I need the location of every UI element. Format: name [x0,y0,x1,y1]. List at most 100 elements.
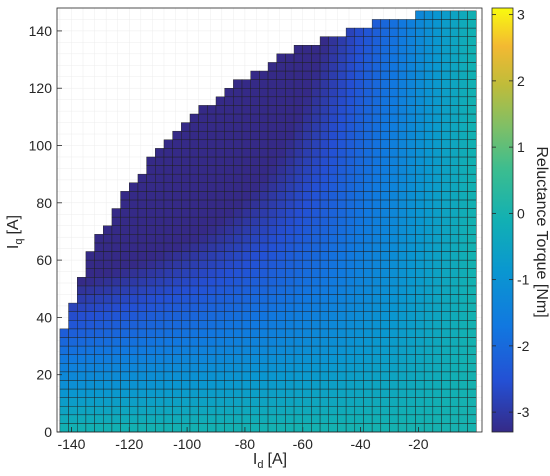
heatmap-cell [233,268,243,278]
heatmap-cell [371,354,382,364]
heatmap-cell [215,311,225,321]
heatmap-cell [406,380,416,390]
heatmap-cell [423,380,434,390]
heatmap-cell [432,148,442,158]
heatmap-cell [380,182,390,192]
heatmap-cell [181,242,191,252]
heatmap-cell [449,96,460,106]
heatmap-cell [241,79,251,89]
heatmap-cell [155,388,165,398]
heatmap-cell [345,79,356,89]
heatmap-cell [449,388,460,398]
heatmap-cell [207,216,217,226]
heatmap-cell [363,208,373,218]
heatmap-cell [241,199,251,209]
heatmap-cell [415,251,425,261]
heatmap-cell [293,156,303,166]
heatmap-cell [415,234,425,244]
heatmap-cell [181,380,191,390]
heatmap-cell [146,345,156,355]
heatmap-cell [423,139,434,149]
heatmap-cell [259,259,269,269]
heatmap-cell [267,337,277,347]
heatmap-cell [449,251,460,261]
heatmap-cell [146,423,156,433]
heatmap-cell [250,199,260,209]
heatmap-cell [337,423,347,433]
heatmap-cell [363,173,373,183]
heatmap-cell [458,173,468,183]
heatmap-cell [276,216,286,226]
heatmap-cell [441,173,451,183]
heatmap-cell [363,311,373,321]
heatmap-cell [328,130,338,141]
heatmap-cell [363,70,373,80]
heatmap-cell [172,251,182,261]
heatmap-cell [449,311,460,321]
heatmap-cell [337,345,347,355]
heatmap-cell [311,70,321,80]
heatmap-cell [267,380,277,390]
heatmap-cell [163,302,173,312]
heatmap-cell [432,79,442,89]
heatmap-cell [111,380,121,390]
heatmap-cell [337,36,347,46]
heatmap-cell [363,294,373,304]
heatmap-cell [432,320,442,330]
heatmap-cell [397,371,408,381]
heatmap-cell [155,311,165,321]
heatmap-cell [94,337,104,347]
heatmap-cell [415,423,425,433]
heatmap-cell [198,148,208,158]
heatmap-cell [85,277,95,287]
heatmap-cell [406,87,416,98]
heatmap-cell [68,311,78,321]
heatmap-cell [129,423,139,433]
heatmap-cell [337,251,347,261]
heatmap-cell [155,345,165,355]
heatmap-cell [311,139,321,149]
heatmap-cell [380,139,390,149]
heatmap-cell [363,423,373,433]
heatmap-cell [224,311,234,321]
heatmap-cell [415,397,425,407]
heatmap-cell [354,182,364,192]
heatmap-cell [302,414,312,424]
heatmap-cell [163,191,173,201]
heatmap-cell [406,148,416,158]
heatmap-cell [423,242,434,252]
heatmap-cell [189,294,199,304]
heatmap-cell [423,96,434,106]
heatmap-cell [241,311,251,321]
heatmap-cell [328,173,338,183]
heatmap-cell [345,96,356,106]
heatmap-cell [337,397,347,407]
heatmap-cell [389,27,399,37]
heatmap-cell [259,423,269,433]
heatmap-cell [293,165,303,175]
heatmap-cell [458,234,468,244]
heatmap-cell [215,242,225,252]
heatmap-cell [467,191,477,201]
heatmap-cell [267,268,277,278]
heatmap-cell [233,405,243,416]
heatmap-cell [172,225,182,235]
heatmap-cell [319,294,329,304]
heatmap-cell [423,302,434,312]
heatmap-cell [198,251,208,261]
heatmap-cell [137,388,147,398]
heatmap-cell [181,320,191,330]
heatmap-cell [181,182,191,192]
heatmap-cell [432,19,442,29]
heatmap-cell [441,397,451,407]
heatmap-cell [224,328,234,338]
heatmap-cell [103,337,113,347]
heatmap-cell [233,199,243,209]
heatmap-cell [293,62,303,72]
heatmap-cell [155,337,165,347]
heatmap-cell [311,191,321,201]
heatmap-cell [337,302,347,312]
heatmap-cell [302,234,312,244]
heatmap-cell [120,380,130,390]
heatmap-cell [345,45,356,55]
